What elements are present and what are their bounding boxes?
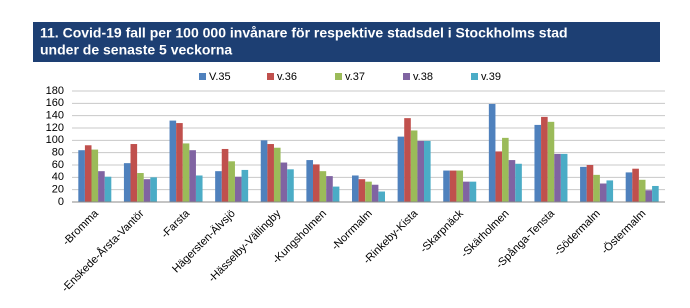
bar (98, 171, 105, 202)
bar (358, 179, 366, 202)
bar (280, 162, 288, 202)
x-tick-label: -Enskede-Årsta-Vantör (59, 207, 147, 295)
bar (502, 137, 509, 202)
bar (150, 177, 157, 202)
bar (560, 153, 568, 202)
bar (638, 179, 646, 202)
bar (143, 179, 151, 202)
bar (228, 161, 235, 202)
bar (123, 163, 131, 202)
bar (91, 149, 99, 202)
bar (554, 153, 561, 202)
bar (312, 164, 320, 202)
bar (267, 144, 274, 202)
bar (410, 130, 418, 202)
y-tick-label: 120 (46, 122, 64, 134)
bar (449, 170, 457, 202)
legend-label: v.37 (345, 71, 365, 83)
bar (488, 103, 496, 202)
bar (273, 147, 281, 202)
bar (495, 151, 503, 202)
bar (195, 175, 203, 202)
bar (593, 174, 600, 202)
x-tick-label: -Farsta (159, 207, 193, 241)
bar (599, 183, 607, 202)
bar (182, 143, 190, 202)
y-tick-label: 0 (58, 196, 64, 208)
y-tick-label: 160 (46, 97, 64, 109)
bar (515, 163, 522, 202)
x-tick-label: -Södermalm (552, 208, 603, 259)
bar (580, 166, 587, 202)
title-banner (33, 22, 660, 62)
bar (397, 136, 405, 202)
legend-label: v.36 (277, 71, 297, 83)
bar (306, 160, 313, 202)
legend-label: V.35 (209, 71, 231, 83)
bar (365, 181, 372, 202)
y-tick-label: 80 (52, 147, 64, 159)
bar (332, 186, 340, 202)
bar (104, 176, 112, 202)
legend-label: v.39 (481, 71, 501, 83)
bar (632, 168, 639, 202)
bar (78, 150, 85, 202)
bar (541, 116, 548, 202)
bar (352, 175, 359, 202)
bar (241, 169, 249, 202)
y-tick-label: 100 (46, 134, 64, 146)
legend-swatch (403, 73, 410, 80)
bar (378, 191, 385, 202)
bar (417, 140, 425, 202)
bar (287, 169, 294, 202)
bar (463, 181, 470, 202)
legend-swatch (199, 73, 206, 80)
bar (456, 170, 464, 202)
bar (606, 180, 614, 202)
bar (326, 176, 333, 202)
bar (586, 165, 594, 202)
legend-swatch (471, 73, 478, 80)
bar (443, 170, 450, 202)
bar (371, 184, 379, 202)
bar (645, 190, 653, 202)
bar (625, 172, 633, 202)
bar (547, 121, 555, 202)
bar (652, 185, 659, 202)
bar (469, 181, 477, 202)
bar (169, 120, 177, 202)
y-tick-label: 180 (46, 85, 64, 97)
legend-swatch (335, 73, 342, 80)
bar (508, 160, 516, 202)
x-tick-label: -Norrmalm (329, 208, 374, 253)
y-tick-label: 40 (52, 171, 64, 183)
bar (130, 144, 138, 202)
y-tick-label: 140 (46, 110, 64, 122)
bar (84, 145, 92, 202)
bar (215, 171, 222, 202)
bar (221, 148, 229, 202)
bar (137, 173, 144, 202)
x-tick-label: -Bromma (61, 207, 102, 248)
bar (424, 140, 431, 202)
bar (234, 176, 242, 202)
bar (176, 123, 183, 202)
x-tick-label: -Skarpnäck (418, 207, 466, 255)
legend-swatch (267, 73, 274, 80)
y-tick-label: 60 (52, 159, 64, 171)
bar (189, 150, 196, 202)
bar (534, 124, 542, 202)
y-tick-label: 20 (52, 184, 64, 196)
legend-label: v.38 (413, 71, 433, 83)
bar (404, 118, 411, 202)
bar (319, 171, 327, 202)
x-tick-label: -Östermalm (599, 208, 648, 257)
bar (260, 140, 268, 202)
chart-title: 11. Covid-19 fall per 100 000 invånare f… (40, 25, 568, 41)
chart-title: under de senaste 5 veckorna (40, 42, 232, 58)
